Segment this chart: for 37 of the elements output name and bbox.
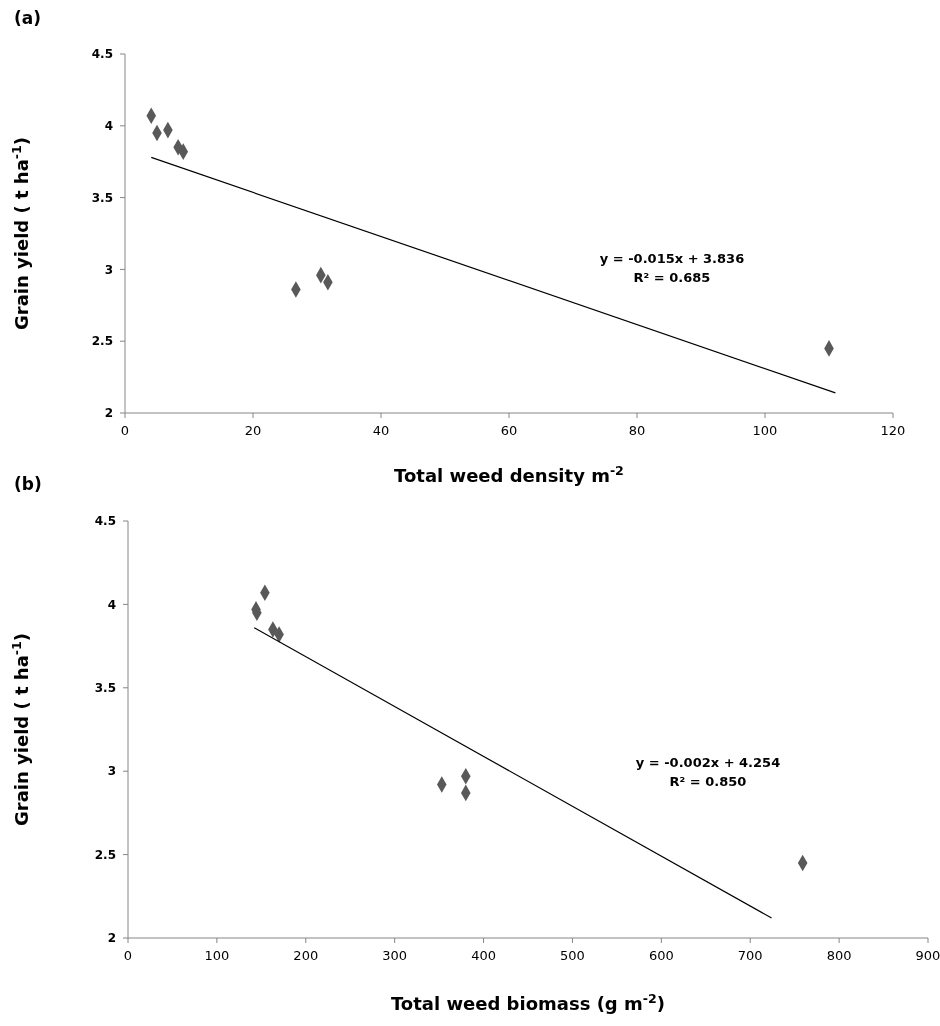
annotation: y = -0.015x + 3.836 xyxy=(599,251,745,266)
x-tick-label: 600 xyxy=(648,948,674,963)
y-tick-label: 4.5 xyxy=(94,514,116,529)
x-tick-label: 100 xyxy=(752,423,778,438)
x-tick-label: 20 xyxy=(244,423,262,438)
y-tick-label: 3 xyxy=(104,262,113,277)
x-tick-label: 120 xyxy=(880,423,906,438)
x-tick-label: 80 xyxy=(628,423,646,438)
x-axis-title: Total weed density m$^{-2}$ xyxy=(394,462,624,486)
x-tick-label: 0 xyxy=(123,948,133,963)
x-tick-label: 200 xyxy=(293,948,319,963)
y-tick-label: 3.5 xyxy=(91,190,113,205)
y-tick-label: 2.5 xyxy=(91,334,113,349)
y-tick-label: 2.5 xyxy=(94,847,116,862)
x-tick-label: 700 xyxy=(737,948,763,963)
y-tick-label: 2 xyxy=(107,931,116,946)
x-tick-label: 900 xyxy=(915,948,940,963)
y-tick-label: 2 xyxy=(104,406,113,421)
x-axis-title: Total weed biomass (g m$^{-2}$) xyxy=(390,990,666,1014)
x-tick-label: 800 xyxy=(826,948,852,963)
annotation: y = -0.002x + 4.254 xyxy=(635,755,781,770)
y-tick-label: 4.5 xyxy=(91,47,113,62)
x-tick-label: 40 xyxy=(372,423,390,438)
x-tick-label: 0 xyxy=(120,423,130,438)
x-tick-label: 400 xyxy=(471,948,496,963)
chart-title: (a) xyxy=(14,8,42,28)
x-tick-label: 300 xyxy=(382,948,408,963)
x-tick-label: 100 xyxy=(204,948,230,963)
annotation: R² = 0.685 xyxy=(633,270,711,285)
y-tick-label: 3.5 xyxy=(94,681,116,695)
annotation: R² = 0.850 xyxy=(669,774,747,789)
x-tick-label: 60 xyxy=(500,423,518,438)
y-tick-label: 4 xyxy=(107,597,116,612)
y-tick-label: 3 xyxy=(107,764,116,779)
x-tick-label: 500 xyxy=(560,948,585,963)
y-tick-label: 4 xyxy=(104,119,113,133)
chart-title: (b) xyxy=(14,474,42,494)
